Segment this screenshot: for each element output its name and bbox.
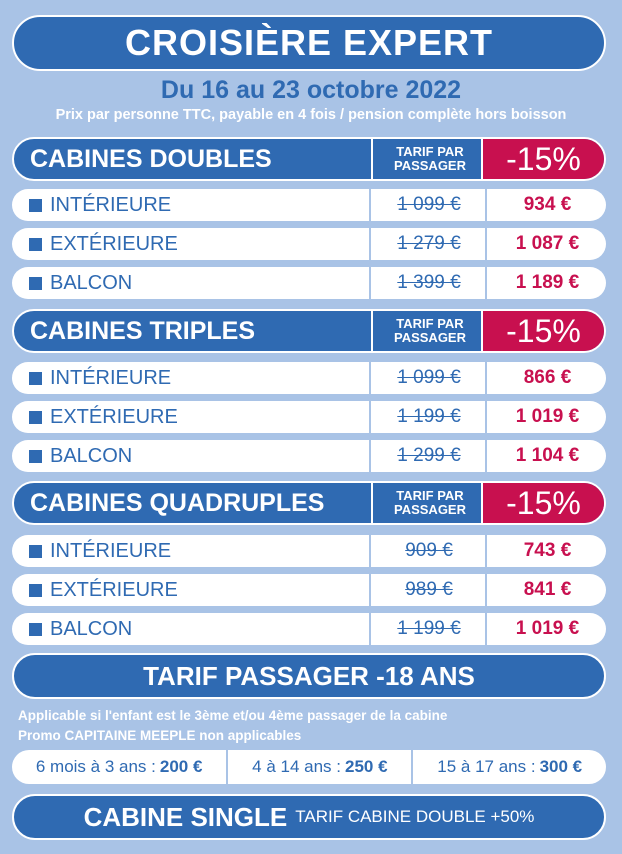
new-price: 1 019 € [485,401,608,433]
price-row: EXTÉRIEURE 989 € 841 € [12,574,606,606]
new-price: 1 189 € [485,267,608,299]
minor-note-1: Applicable si l'enfant est le 3ème et/ou… [18,708,448,723]
old-price: 1 299 € [369,440,487,472]
cabin-label: EXTÉRIEURE [50,579,178,601]
discount-badge: -15% [481,139,604,179]
cabin-label: BALCON [50,618,133,640]
price-row: INTÉRIEURE 1 099 € 866 € [12,362,606,394]
old-price: 1 279 € [369,228,487,260]
new-price: 1 104 € [485,440,608,472]
age-label: 6 mois à 3 ans : [35,757,156,776]
price-row: BALCON 1 299 € 1 104 € [12,440,606,472]
bullet-square-icon [29,623,42,636]
cabin-label: INTÉRIEURE [50,194,172,216]
new-price: 1 019 € [485,613,608,645]
age-label: 4 à 14 ans : [252,757,341,776]
tarif-line1: TARIF PAR [396,144,464,159]
bullet-square-icon [29,199,42,212]
section-title: CABINES TRIPLES [30,317,256,345]
bullet-square-icon [29,277,42,290]
section-title: CABINES QUADRUPLES [30,489,325,517]
minor-tariff-title: TARIF PASSAGER -18 ANS [12,653,606,699]
price-note: Prix par personne TTC, payable en 4 fois… [55,107,567,123]
age-price: 250 € [345,757,388,776]
cabin-label: EXTÉRIEURE [50,406,178,428]
minor-note-2: Promo CAPITAINE MEEPLE non applicables [18,728,302,743]
discount-badge: -15% [481,311,604,351]
old-price: 1 399 € [369,267,487,299]
bullet-square-icon [29,450,42,463]
tarif-label: TARIF PAR PASSAGER [371,311,487,351]
bullet-square-icon [29,584,42,597]
new-price: 866 € [485,362,608,394]
tarif-label: TARIF PAR PASSAGER [371,139,487,179]
divider [226,750,229,784]
new-price: 934 € [485,189,608,221]
single-cabin-band: CABINE SINGLE TARIF CABINE DOUBLE +50% [12,794,606,840]
age-label: 15 à 17 ans : [437,757,536,776]
section-header-quadruples: CABINES QUADRUPLES TARIF PAR PASSAGER -1… [12,481,606,525]
tarif-line1: TARIF PAR [396,488,464,503]
divider [411,750,414,784]
cabin-label: INTÉRIEURE [50,540,172,562]
old-price: 1 099 € [369,189,487,221]
price-row: INTÉRIEURE 909 € 743 € [12,535,606,567]
price-row: BALCON 1 399 € 1 189 € [12,267,606,299]
cabin-label: EXTÉRIEURE [50,233,178,255]
price-row: EXTÉRIEURE 1 279 € 1 087 € [12,228,606,260]
section-title: CABINES DOUBLES [30,145,272,173]
tarif-line2: PASSAGER [394,330,466,345]
age-price: 300 € [539,757,583,776]
bullet-square-icon [29,411,42,424]
tarif-line1: TARIF PAR [396,316,464,331]
new-price: 1 087 € [485,228,608,260]
bullet-square-icon [29,545,42,558]
section-header-doubles: CABINES DOUBLES TARIF PAR PASSAGER -15% [12,137,606,181]
age-cell: 6 mois à 3 ans : 200 € [12,750,226,784]
tarif-line2: PASSAGER [394,158,466,173]
price-row: EXTÉRIEURE 1 199 € 1 019 € [12,401,606,433]
cabin-label: BALCON [50,272,133,294]
old-price: 1 199 € [369,401,487,433]
age-price-row: 6 mois à 3 ans : 200 € 4 à 14 ans : 250 … [12,750,606,784]
age-cell: 4 à 14 ans : 250 € [228,750,411,784]
cruise-dates: Du 16 au 23 octobre 2022 [160,76,462,104]
old-price: 989 € [369,574,487,606]
price-row: BALCON 1 199 € 1 019 € [12,613,606,645]
bullet-square-icon [29,238,42,251]
single-subtitle: TARIF CABINE DOUBLE +50% [295,807,535,826]
age-price: 200 € [159,757,203,776]
tarif-line2: PASSAGER [394,502,466,517]
age-cell: 15 à 17 ans : 300 € [413,750,606,784]
section-header-triples: CABINES TRIPLES TARIF PAR PASSAGER -15% [12,309,606,353]
old-price: 1 099 € [369,362,487,394]
tarif-label: TARIF PAR PASSAGER [371,483,487,523]
cabin-label: BALCON [50,445,133,467]
new-price: 841 € [485,574,608,606]
bullet-square-icon [29,372,42,385]
price-row: INTÉRIEURE 1 099 € 934 € [12,189,606,221]
single-title: CABINE SINGLE [83,801,288,832]
new-price: 743 € [485,535,608,567]
old-price: 909 € [369,535,487,567]
page-title: CROISIÈRE EXPERT [12,15,606,71]
discount-badge: -15% [481,483,604,523]
old-price: 1 199 € [369,613,487,645]
cabin-label: INTÉRIEURE [50,367,172,389]
